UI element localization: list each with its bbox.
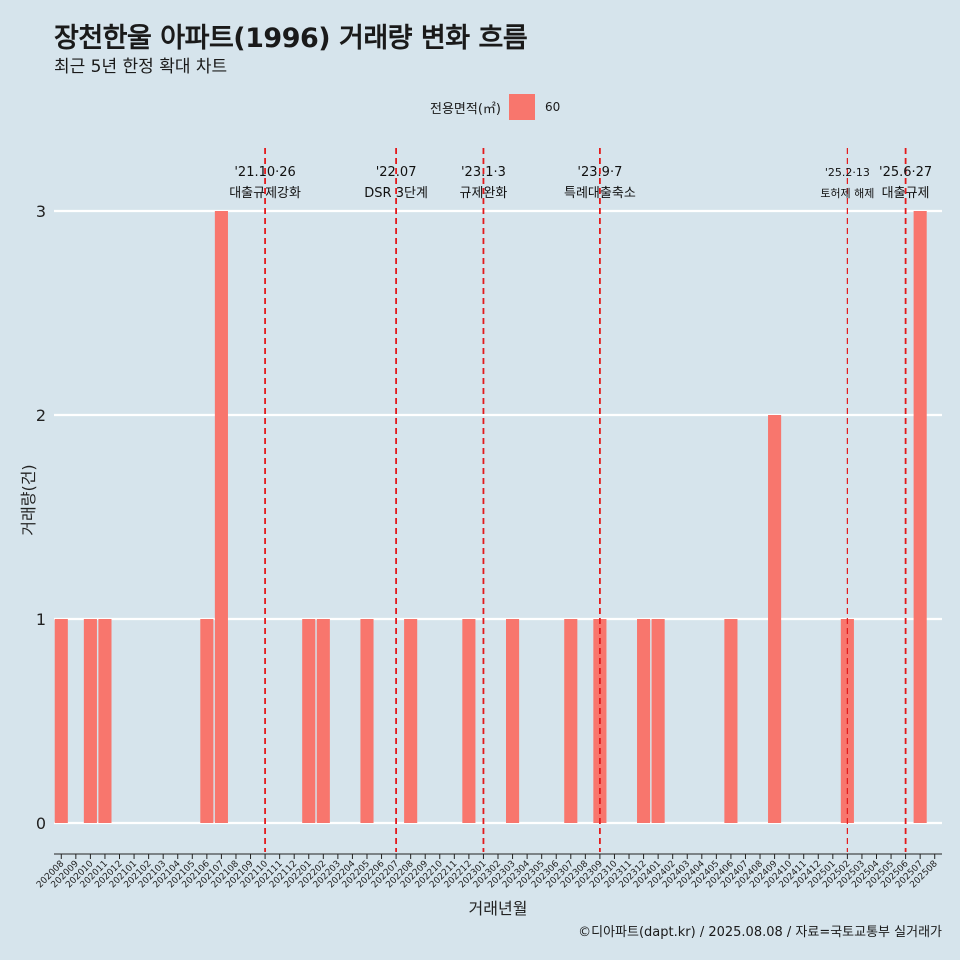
event-date-label: '22.07 [376,165,417,180]
event-label: 대출규제강화 [229,186,301,201]
event-date-label: '25.6·27 [879,165,932,180]
y-tick-label: 0 [36,814,46,833]
legend-title: 전용면적(㎡) [430,101,501,117]
bar-202406 [724,619,738,823]
event-label: 토허제 해제 [820,186,874,200]
bar-202307 [564,619,578,823]
event-label: 대출규제 [882,186,930,201]
x-axis-title: 거래년월 [469,899,528,918]
bar-202507 [913,211,927,823]
legend: 전용면적(㎡) 60 [430,94,560,120]
bar-202303 [506,619,520,823]
bar-202107 [214,211,228,823]
bar-202201 [302,619,316,823]
y-axis-title: 거래량(건) [19,464,38,535]
bar-202409 [768,415,782,823]
event-date-label: '21.10·26 [234,165,295,180]
event-label: DSR 3단계 [364,186,428,201]
bar-202008 [54,619,68,823]
event-label: 특례대출축소 [564,186,636,201]
y-tick-label: 3 [36,202,46,221]
bar-202212 [462,619,476,823]
bar-202106 [200,619,214,823]
bar-202011 [98,619,112,823]
y-tick-label: 1 [36,610,46,629]
source-caption: ©디아파트(dapt.kr) / 2025.08.08 / 자료=국토교통부 실… [578,925,942,940]
event-label: 규제완화 [460,186,508,201]
bar-202208 [404,619,418,823]
bar-202202 [316,619,330,823]
bar-202312 [637,619,651,823]
event-date-label: '23.1·3 [461,165,506,180]
event-date-label: '23.9·7 [577,165,622,180]
legend-swatch [508,94,535,120]
legend-item-label: 60 [544,100,561,114]
y-tick-label: 2 [36,406,46,425]
chart-subtitle: 최근 5년 한정 확대 차트 [54,57,228,77]
event-date-label: '25.2·13 [825,166,870,179]
chart-title: 장천한울 아파트(1996) 거래량 변화 흐름 [54,23,528,54]
bar-202205 [360,619,374,823]
bar-202010 [83,619,97,823]
bar-202401 [651,619,665,823]
